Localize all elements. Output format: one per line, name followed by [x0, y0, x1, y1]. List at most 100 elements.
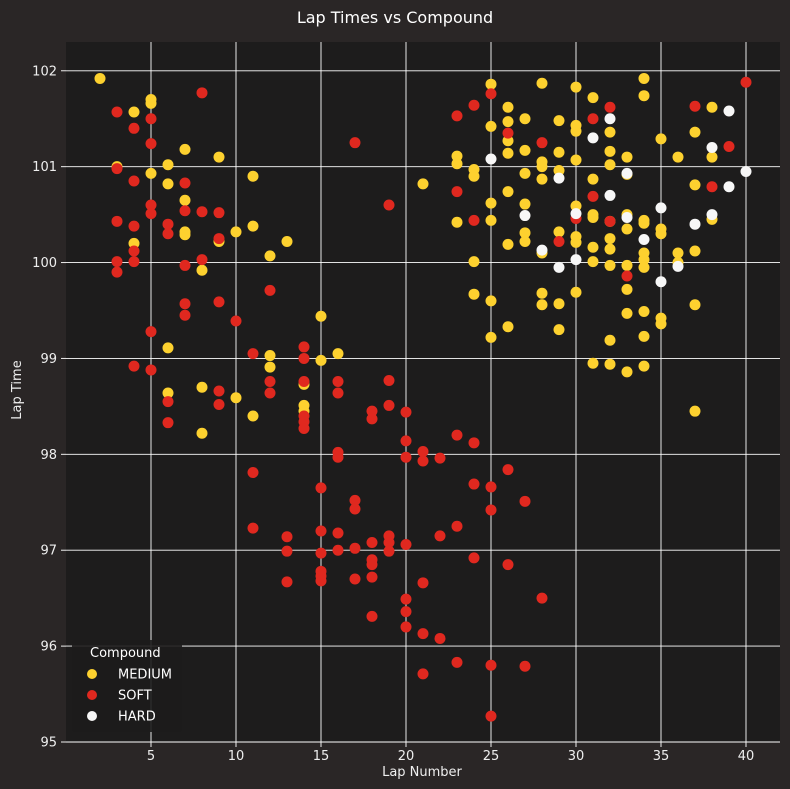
data-point-soft	[332, 544, 344, 556]
data-point-medium	[485, 78, 497, 90]
data-point-hard	[655, 276, 667, 288]
data-point-medium	[689, 179, 701, 191]
data-point-hard	[638, 234, 650, 246]
data-point-soft	[145, 199, 157, 211]
data-point-soft	[179, 205, 191, 217]
x-tick-label: 10	[228, 749, 245, 764]
data-point-hard	[570, 208, 582, 220]
data-point-soft	[349, 573, 361, 585]
data-point-hard	[604, 189, 616, 201]
data-point-medium	[502, 101, 514, 113]
data-point-soft	[366, 537, 378, 549]
data-point-soft	[111, 266, 123, 278]
data-point-soft	[111, 215, 123, 227]
data-point-soft	[366, 413, 378, 425]
x-tick-label: 25	[483, 749, 500, 764]
data-point-soft	[128, 245, 140, 257]
data-point-soft	[689, 100, 701, 112]
data-point-soft	[145, 208, 157, 220]
data-point-soft	[519, 660, 531, 672]
data-point-medium	[519, 198, 531, 210]
data-point-soft	[502, 464, 514, 476]
data-point-medium	[553, 115, 565, 127]
data-point-medium	[179, 194, 191, 206]
data-point-hard	[553, 261, 565, 273]
y-tick-label: 102	[32, 64, 57, 79]
data-point-medium	[451, 150, 463, 162]
x-tick-label: 35	[653, 749, 670, 764]
data-point-soft	[247, 348, 259, 360]
data-point-soft	[621, 270, 633, 282]
data-point-medium	[638, 261, 650, 273]
data-point-medium	[536, 161, 548, 173]
data-point-medium	[587, 92, 599, 104]
data-point-medium	[689, 126, 701, 138]
data-point-soft	[281, 531, 293, 543]
data-point-soft	[468, 437, 480, 449]
data-point-soft	[502, 559, 514, 571]
data-point-medium	[638, 360, 650, 372]
data-point-medium	[604, 233, 616, 245]
data-point-medium	[587, 357, 599, 369]
y-axis-label: Lap Time	[10, 360, 25, 419]
data-point-medium	[502, 321, 514, 333]
data-point-medium	[621, 366, 633, 378]
data-point-soft	[468, 99, 480, 111]
data-point-hard	[519, 210, 531, 222]
series-hard	[485, 105, 752, 288]
data-point-soft	[383, 545, 395, 557]
data-point-soft	[264, 375, 276, 387]
data-point-medium	[638, 305, 650, 317]
data-point-hard	[723, 105, 735, 117]
data-point-medium	[689, 405, 701, 417]
data-point-medium	[638, 217, 650, 229]
data-point-soft	[706, 181, 718, 193]
data-point-hard	[570, 254, 582, 266]
data-point-medium	[604, 334, 616, 346]
data-point-hard	[536, 244, 548, 256]
data-point-soft	[383, 374, 395, 386]
legend-entries: MEDIUM SOFT HARD	[87, 668, 172, 725]
data-point-hard	[672, 260, 684, 272]
data-point-medium	[706, 101, 718, 113]
data-point-medium	[604, 145, 616, 157]
x-tick-label: 30	[568, 749, 585, 764]
data-point-medium	[621, 151, 633, 163]
data-point-medium	[502, 135, 514, 147]
data-point-soft	[230, 315, 242, 327]
data-point-medium	[230, 226, 242, 238]
data-point-soft	[162, 228, 174, 240]
data-point-medium	[536, 299, 548, 311]
data-point-medium	[502, 116, 514, 128]
data-point-medium	[587, 211, 599, 223]
data-point-medium	[519, 227, 531, 239]
data-point-soft	[111, 256, 123, 268]
data-point-medium	[621, 223, 633, 235]
data-point-medium	[230, 392, 242, 404]
data-point-soft	[502, 127, 514, 139]
data-point-medium	[485, 120, 497, 132]
data-point-soft	[145, 113, 157, 125]
data-point-medium	[502, 238, 514, 250]
data-point-medium	[655, 133, 667, 145]
data-point-soft	[349, 494, 361, 506]
data-point-hard	[587, 132, 599, 144]
data-point-soft	[128, 122, 140, 134]
data-point-soft	[213, 398, 225, 410]
data-point-medium	[281, 235, 293, 247]
data-point-soft	[400, 593, 412, 605]
data-point-soft	[485, 659, 497, 671]
data-point-soft	[451, 656, 463, 668]
data-point-soft	[349, 542, 361, 554]
data-point-medium	[553, 298, 565, 310]
data-point-medium	[536, 287, 548, 299]
data-point-soft	[298, 375, 310, 387]
data-point-hard	[553, 172, 565, 184]
data-point-soft	[213, 296, 225, 308]
data-point-soft	[128, 360, 140, 372]
data-point-medium	[162, 342, 174, 354]
data-point-medium	[451, 158, 463, 170]
data-point-medium	[621, 259, 633, 271]
data-point-soft	[383, 399, 395, 411]
series-soft	[111, 76, 752, 722]
